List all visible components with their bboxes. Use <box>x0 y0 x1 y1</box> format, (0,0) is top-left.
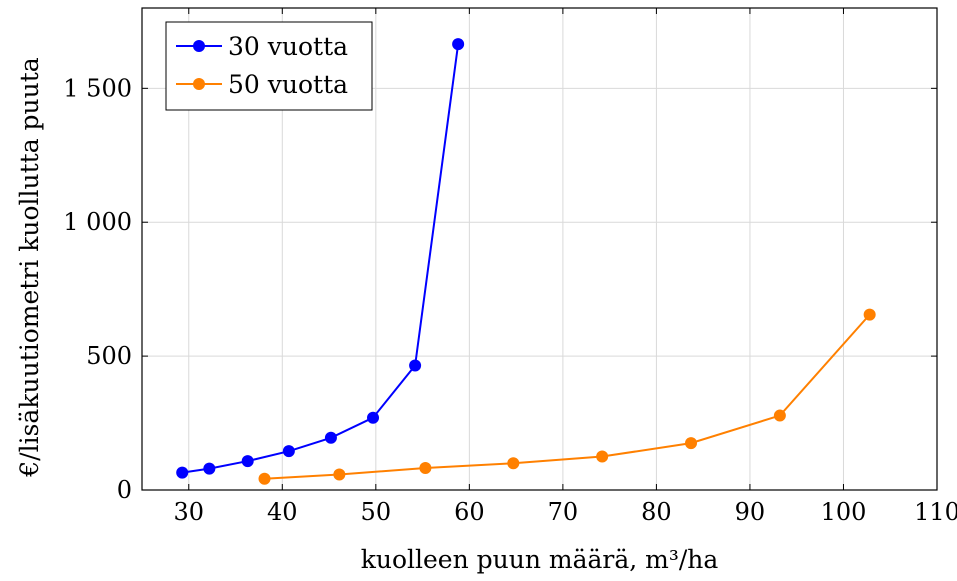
data-point <box>324 431 337 444</box>
data-point <box>409 359 422 372</box>
series-line <box>182 44 460 474</box>
y-tick-label: 1 000 <box>63 208 132 236</box>
data-point <box>282 445 295 458</box>
series-layer <box>176 38 876 485</box>
legend: 30 vuotta 50 vuotta <box>165 21 373 111</box>
x-tick-label: 60 <box>454 498 485 526</box>
x-tick-label: 70 <box>548 498 579 526</box>
data-point <box>419 462 432 475</box>
legend-label: 30 vuotta <box>228 32 348 61</box>
data-point <box>367 411 380 424</box>
x-axis-title: kuolleen puun määrä, m³/ha <box>361 545 719 574</box>
x-tick-label: 80 <box>641 498 672 526</box>
y-tick-label: 0 <box>117 476 132 504</box>
y-tick-label: 500 <box>86 342 132 370</box>
x-tick-label: 90 <box>735 498 766 526</box>
plot-frame <box>141 7 938 491</box>
data-point <box>452 38 465 51</box>
legend-label: 50 vuotta <box>228 70 348 99</box>
x-tick-label: 30 <box>173 498 204 526</box>
y-axis-title: €/lisäkuutiometri kuollutta puuta <box>15 57 44 478</box>
x-tick-label: 110 <box>914 498 957 526</box>
legend-swatch-marker <box>193 40 205 52</box>
data-point <box>863 308 876 321</box>
data-point <box>596 450 609 463</box>
y-tick-label: 1 500 <box>63 74 132 102</box>
data-point <box>333 468 346 481</box>
data-point <box>685 437 698 450</box>
data-point <box>773 409 786 422</box>
data-point <box>507 457 520 470</box>
ticks: 30 40 50 60 70 80 90 100 110 0 500 1 000 1 500 <box>63 8 957 526</box>
data-point <box>203 462 216 475</box>
data-point <box>241 455 254 468</box>
data-point <box>176 466 189 479</box>
x-tick-label: 50 <box>361 498 392 526</box>
x-tick-label: 100 <box>821 498 867 526</box>
x-tick-label: 40 <box>267 498 298 526</box>
data-point <box>258 472 271 485</box>
series-line <box>264 313 871 480</box>
legend-swatch-marker <box>193 78 205 90</box>
legend-box <box>165 21 373 111</box>
